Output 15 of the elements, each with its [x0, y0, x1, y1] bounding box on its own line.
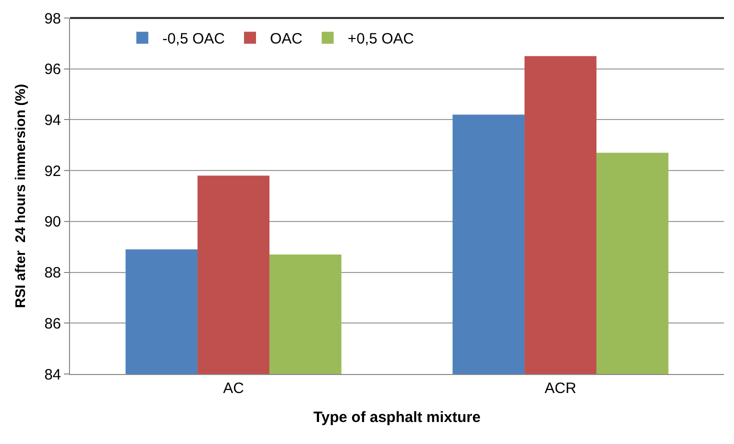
legend-label: -0,5 OAC: [162, 30, 226, 48]
y-tick-label: 86: [44, 315, 61, 332]
y-tick-label: 98: [44, 10, 61, 28]
x-axis-title: Type of asphalt mixture: [313, 409, 481, 426]
legend-label: OAC: [270, 30, 303, 48]
y-axis-title: RSI after 24 hours immersion (%): [12, 84, 28, 308]
y-tick-label: 90: [44, 214, 61, 231]
y-tick-label: 94: [44, 112, 61, 129]
y-tick-label: 92: [44, 162, 61, 180]
x-tick-label: ACR: [544, 380, 576, 397]
y-tick-label: 84: [44, 366, 61, 384]
x-tick-label: AC: [223, 380, 244, 397]
y-tick-label: 88: [44, 264, 61, 282]
legend-label: +0,5 OAC: [348, 30, 414, 48]
y-tick-label: 96: [44, 61, 61, 78]
